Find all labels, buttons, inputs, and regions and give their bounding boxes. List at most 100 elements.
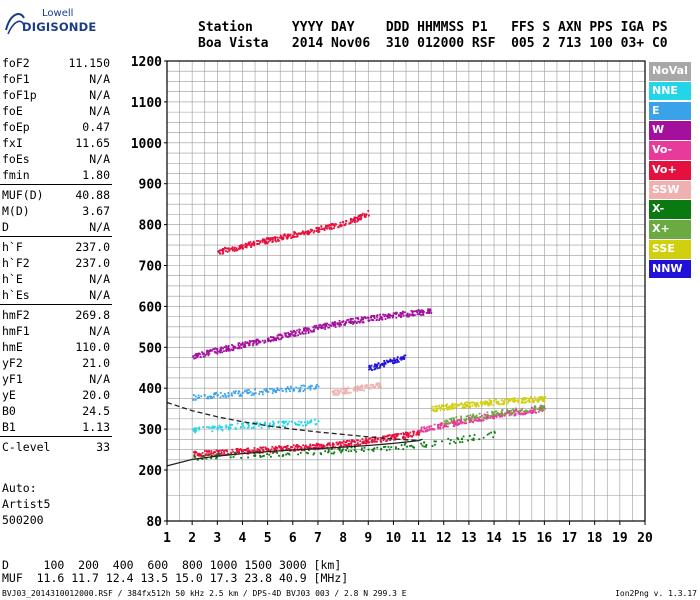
data-point: [473, 434, 476, 436]
x-tick-label: 1: [163, 531, 171, 546]
data-point: [486, 411, 489, 414]
data-point: [320, 453, 323, 456]
data-point: [387, 446, 390, 448]
data-point: [211, 396, 214, 399]
data-point: [289, 234, 291, 237]
data-point: [215, 457, 217, 460]
data-point: [210, 457, 213, 460]
data-point: [295, 423, 298, 426]
data-point: [253, 454, 256, 457]
data-point: [426, 429, 429, 431]
data-point: [241, 450, 244, 453]
data-point: [320, 324, 323, 327]
data-point: [233, 392, 236, 394]
data-point: [330, 226, 333, 229]
data-point: [286, 335, 289, 338]
data-point: [542, 400, 544, 403]
data-point: [320, 225, 323, 227]
data-point: [496, 411, 499, 414]
legend-item: SSW: [649, 180, 691, 200]
param-name: yE: [2, 388, 16, 402]
data-point: [293, 335, 296, 337]
data-point: [428, 310, 430, 313]
data-point: [228, 248, 231, 251]
data-point: [439, 426, 442, 429]
data-point: [326, 442, 329, 445]
data-point: [280, 336, 283, 339]
data-point: [268, 453, 271, 456]
data-point: [525, 400, 528, 403]
data-point: [350, 320, 353, 323]
data-point: [396, 435, 399, 437]
data-point: [323, 227, 326, 230]
data-point: [460, 422, 463, 425]
data-point: [368, 214, 370, 217]
data-point: [540, 395, 543, 398]
data-point: [198, 454, 200, 457]
data-point: [282, 234, 285, 237]
data-point: [493, 430, 496, 433]
data-point: [272, 423, 275, 426]
data-point: [469, 405, 471, 408]
data-point: [297, 423, 300, 426]
data-point: [402, 435, 405, 438]
data-point: [263, 341, 266, 344]
data-point: [269, 336, 272, 338]
data-point: [208, 426, 211, 429]
data-point: [466, 405, 469, 407]
data-point: [474, 417, 477, 420]
data-point: [356, 442, 359, 445]
data-point: [345, 321, 348, 324]
data-point: [441, 408, 444, 411]
data-point: [450, 407, 453, 409]
data-point: [432, 408, 435, 411]
data-point: [252, 344, 254, 347]
data-point: [252, 342, 254, 345]
data-point: [353, 446, 356, 449]
data-point: [305, 451, 308, 454]
data-point: [211, 349, 213, 352]
x-tick-label: 3: [213, 531, 221, 546]
param-name: D: [2, 220, 9, 234]
data-point: [299, 332, 302, 335]
data-point: [472, 414, 474, 417]
data-point: [324, 322, 327, 325]
data-point: [538, 409, 541, 411]
data-point: [450, 417, 453, 420]
data-point: [460, 420, 462, 423]
data-point: [383, 360, 386, 362]
data-point: [475, 415, 478, 418]
data-point: [467, 439, 469, 442]
data-point: [220, 452, 223, 455]
data-point: [427, 308, 430, 311]
param-name: C-level: [2, 440, 51, 454]
data-point: [228, 428, 230, 431]
data-point: [374, 438, 377, 440]
data-point: [258, 448, 261, 451]
data-point: [333, 451, 336, 454]
data-point: [227, 392, 230, 394]
data-point: [268, 423, 271, 426]
data-point: [539, 398, 541, 400]
data-point: [309, 444, 312, 447]
data-point: [373, 368, 376, 371]
data-point: [471, 420, 473, 423]
data-point: [443, 409, 446, 411]
data-point: [207, 354, 210, 357]
data-point: [322, 444, 325, 447]
data-point: [226, 247, 229, 250]
data-point: [198, 352, 200, 355]
data-point: [215, 351, 218, 354]
data-point: [250, 426, 253, 429]
data-point: [373, 315, 375, 318]
data-point: [296, 329, 298, 332]
data-point: [520, 401, 523, 404]
data-point: [338, 319, 341, 322]
data-point: [541, 409, 544, 412]
data-point: [473, 415, 476, 418]
data-point: [353, 321, 356, 323]
data-point: [423, 441, 426, 444]
data-point: [248, 391, 250, 394]
data-point: [249, 340, 252, 343]
data-point: [228, 427, 230, 430]
